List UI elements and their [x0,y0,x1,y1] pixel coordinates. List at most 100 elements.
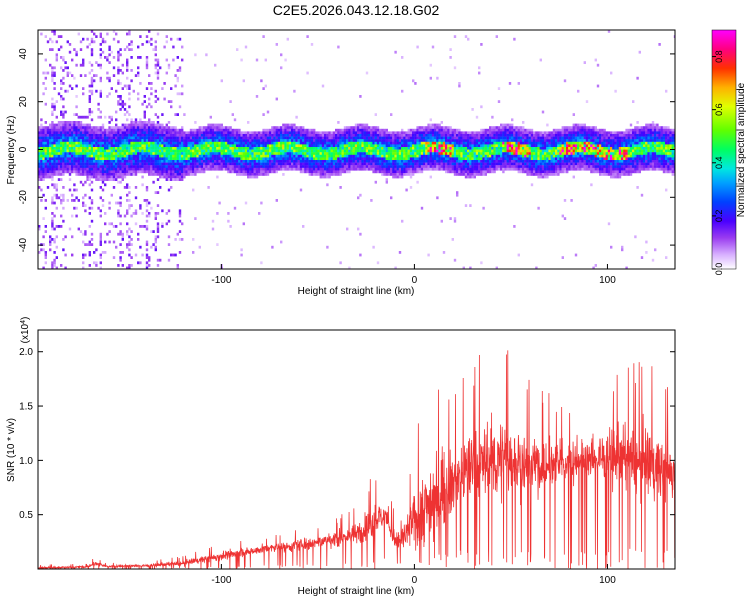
heatmap-cell [194,157,197,161]
heatmap-cell [128,48,131,51]
heatmap-cell [304,147,307,150]
heatmap-cell [458,144,461,148]
heatmap-cell [403,147,406,150]
heatmap-cell [449,147,452,150]
heatmap-cell [458,131,461,135]
heatmap-cell [84,128,87,132]
heatmap-cell [524,152,527,155]
heatmap-cell [324,173,327,176]
heatmap-cell [106,162,109,166]
heatmap-cell [473,157,476,161]
heatmap-cell [62,167,65,171]
heatmap-cell [306,131,309,135]
heatmap-cell [348,131,351,135]
heatmap-cell [71,131,74,135]
heatmap-cell [453,258,457,262]
heatmap-cell [308,173,311,176]
heatmap-cell [271,128,274,132]
heatmap-cell [86,115,89,119]
heatmap-cell [203,147,206,150]
heatmap-cell [88,160,91,163]
heatmap-cell [337,165,340,168]
heatmap-cell [203,157,206,161]
heatmap-cell [176,152,179,155]
heatmap-cell [161,152,164,155]
heatmap-cell [51,178,54,181]
heatmap-cell [79,131,83,135]
heatmap-cell [57,147,61,150]
heatmap-cell [97,154,100,158]
heatmap-cell [225,128,228,132]
heatmap-cell [53,87,56,90]
heatmap-cell [354,152,358,155]
heatmap-cell [423,144,426,148]
heatmap-cell [79,173,83,176]
heatmap-cell [42,217,45,220]
heatmap-cell [106,167,109,171]
heatmap-cell [438,152,441,155]
heatmap-cell [302,131,305,135]
heatmap-cell [297,136,300,140]
heatmap-cell [108,53,111,57]
heatmap-cell [176,266,179,269]
heatmap-cell [451,165,454,168]
heatmap-cell [141,170,144,174]
heatmap-cell [368,126,371,129]
heatmap-cell [214,126,217,129]
heatmap-cell [75,53,78,57]
heatmap-cell [425,141,428,145]
heatmap-cell [348,160,351,163]
heatmap-cell [106,141,109,145]
heatmap-cell [176,167,179,171]
heatmap-cell [297,147,300,150]
heatmap-cell [328,152,331,155]
heatmap-cell [429,63,432,67]
heatmap-cell [165,167,168,171]
heatmap-cell [123,136,127,140]
heatmap-cell [225,160,228,163]
heatmap-cell [359,253,362,257]
heatmap-cell [49,136,52,140]
heatmap-cell [271,170,274,174]
heatmap-cell [185,152,188,155]
heatmap-cell [431,147,435,150]
heatmap-cell [84,170,87,174]
heatmap-cell [247,170,250,174]
heatmap-cell [139,147,142,150]
heatmap-cell [106,149,109,153]
heatmap-cell [462,160,465,163]
heatmap-cell [57,126,61,129]
heatmap-cell [295,149,298,153]
heatmap-cell [115,32,118,36]
heatmap-cell [196,131,199,135]
heatmap-cell [95,89,98,93]
heatmap-cell [495,136,498,140]
heatmap-cell [517,165,520,168]
heatmap-cell [255,95,259,98]
heatmap-cell [123,149,127,153]
heatmap-cell [141,128,144,132]
heatmap-cell [471,162,474,166]
heatmap-cell [379,160,382,163]
heatmap-cell [104,141,107,145]
heatmap-cell [119,48,122,51]
heatmap-cell [343,160,347,163]
heatmap-cell [170,149,173,153]
heatmap-cell [62,170,65,174]
heatmap-cell [429,162,432,166]
heatmap-cell [121,63,124,67]
heatmap-cell [174,141,177,145]
heatmap-cell [178,162,182,166]
heatmap-cell [181,157,184,161]
heatmap-cell [277,139,281,142]
heatmap-cell [88,97,91,101]
heatmap-cell [396,170,399,174]
heatmap-cell [282,134,285,137]
heatmap-cell [159,126,162,129]
heatmap-cell [82,154,85,158]
heatmap-cell [156,162,160,166]
heatmap-cell [519,136,523,140]
heatmap-cell [372,152,375,155]
heatmap-cell [337,167,340,171]
heatmap-cell [154,235,157,239]
